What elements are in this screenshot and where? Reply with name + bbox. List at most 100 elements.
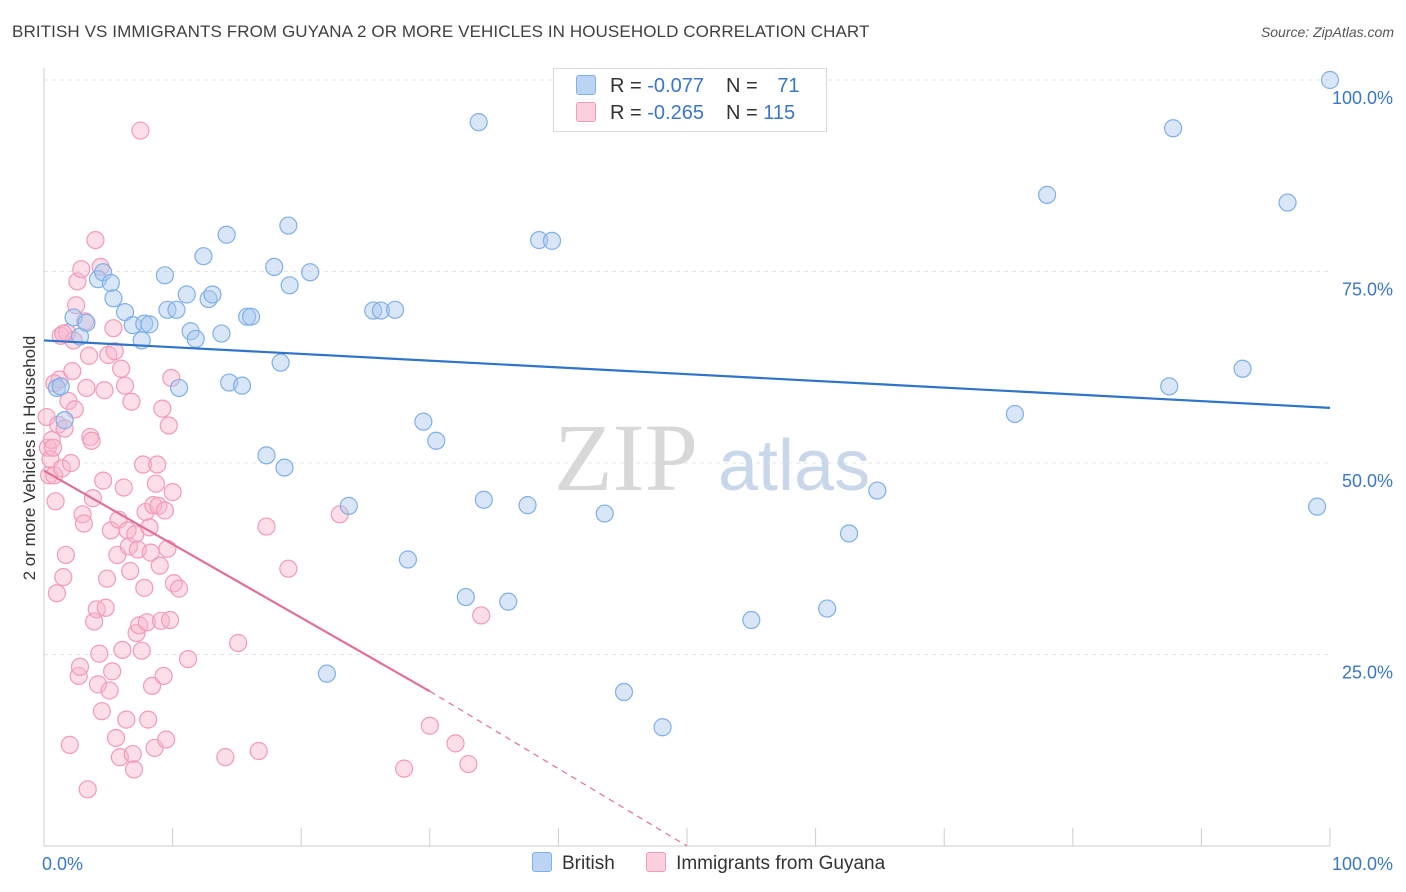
guyana-point xyxy=(69,666,88,686)
british-point xyxy=(1160,377,1179,396)
legend-r-label: R = xyxy=(610,102,648,124)
guyana-point xyxy=(139,710,158,729)
british-swatch-icon xyxy=(576,75,596,95)
british-point xyxy=(275,458,294,477)
guyana-point xyxy=(123,744,142,764)
chart-title: BRITISH VS IMMIGRANTS FROM GUYANA 2 OR M… xyxy=(12,22,870,41)
guyana-point xyxy=(73,505,92,524)
guyana-point xyxy=(88,675,108,694)
guyana-point xyxy=(56,545,75,565)
legend-british-label: British xyxy=(562,853,615,874)
guyana-point xyxy=(472,606,491,625)
british-point xyxy=(398,550,418,569)
stats-legend: R = -0.077 N = 71 R = -0.265 N = 115 xyxy=(553,68,827,132)
british-point xyxy=(499,592,518,611)
guyana-point xyxy=(60,735,79,754)
guyana-swatch-icon xyxy=(646,852,667,872)
british-point xyxy=(257,446,276,465)
guyana-point xyxy=(54,324,73,343)
guyana-point xyxy=(149,496,168,515)
guyana-point xyxy=(249,741,268,761)
british-point xyxy=(271,353,290,372)
y-tick-label: 100.0% xyxy=(1332,88,1393,108)
guyana-point xyxy=(420,716,439,735)
trend-lines xyxy=(43,339,1331,847)
british-point xyxy=(414,412,433,431)
guyana-trend-line xyxy=(43,469,431,693)
guyana-point xyxy=(77,378,96,398)
guyana-point xyxy=(42,430,61,450)
british-point xyxy=(518,496,537,515)
british-point xyxy=(140,315,159,334)
british-point xyxy=(474,490,493,509)
british-point xyxy=(186,329,205,349)
tick-labels: 25.0% 50.0% 75.0% 100.0% 0.0% 100.0% xyxy=(42,88,1393,874)
guyana-point xyxy=(160,610,180,630)
british-point xyxy=(469,113,488,132)
british-point xyxy=(1320,70,1340,90)
guyana-point xyxy=(70,657,90,676)
guyana-point xyxy=(61,453,81,473)
guyana-point xyxy=(106,728,126,748)
guyana-point xyxy=(117,710,136,729)
guyana-point xyxy=(74,514,93,533)
y-tick-label: 75.0% xyxy=(1342,280,1393,300)
guyana-point xyxy=(104,319,123,338)
legend-row-british: R = -0.077 N = 71 xyxy=(576,75,799,99)
guyana-point xyxy=(144,496,163,515)
british-point xyxy=(77,313,96,332)
british-swatch-icon xyxy=(532,852,552,872)
british-point xyxy=(301,263,320,282)
guyana-point xyxy=(43,438,63,457)
british-point xyxy=(217,225,236,244)
british-point xyxy=(51,377,70,396)
watermark-zip: ZIP xyxy=(554,404,698,511)
british-point xyxy=(614,682,634,702)
british-point xyxy=(1278,193,1297,212)
british-point xyxy=(280,276,299,295)
guyana-point xyxy=(142,676,162,696)
guyana-point xyxy=(46,492,65,511)
british-point xyxy=(1308,497,1327,516)
guyana-point xyxy=(100,681,119,700)
british-point xyxy=(167,300,186,319)
guyana-point xyxy=(137,613,156,632)
guyana-point xyxy=(169,579,189,598)
guyana-point xyxy=(122,392,141,411)
guyana-point xyxy=(279,559,298,578)
legend-item-guyana[interactable]: Immigrants from Guyana xyxy=(646,852,885,875)
guyana-point xyxy=(113,640,132,660)
guyana-point xyxy=(54,568,73,587)
guyana-point xyxy=(87,600,106,619)
legend-guyana-label: Immigrants from Guyana xyxy=(676,853,886,874)
legend-r-value: -0.265 xyxy=(647,102,704,124)
british-point xyxy=(279,216,298,235)
guyana-point xyxy=(257,517,276,536)
guyana-point xyxy=(229,633,248,653)
y-tick-label: 25.0% xyxy=(1342,663,1393,683)
british-point xyxy=(177,285,196,304)
guyana-point xyxy=(112,359,131,378)
series-legend: British Immigrants from Guyana xyxy=(532,852,911,875)
british-point xyxy=(364,301,383,320)
x-tick-label: 100.0% xyxy=(1332,854,1393,874)
guyana-point xyxy=(95,381,114,400)
guyana-point xyxy=(86,230,105,250)
british-point xyxy=(339,496,358,515)
guyana-point xyxy=(131,121,150,140)
guyana-point xyxy=(96,598,115,617)
legend-item-british[interactable]: British xyxy=(532,852,615,875)
british-point xyxy=(203,285,222,304)
guyana-point xyxy=(155,501,174,520)
guyana-point xyxy=(103,662,122,681)
british-point xyxy=(839,524,859,543)
british-point xyxy=(101,273,120,293)
guyana-point xyxy=(150,556,169,575)
british-point xyxy=(238,307,257,326)
guyana-point xyxy=(72,260,91,279)
british-point xyxy=(155,266,174,285)
british-point xyxy=(427,431,446,450)
british-point xyxy=(1164,119,1183,138)
legend-r-value: -0.077 xyxy=(647,75,704,97)
